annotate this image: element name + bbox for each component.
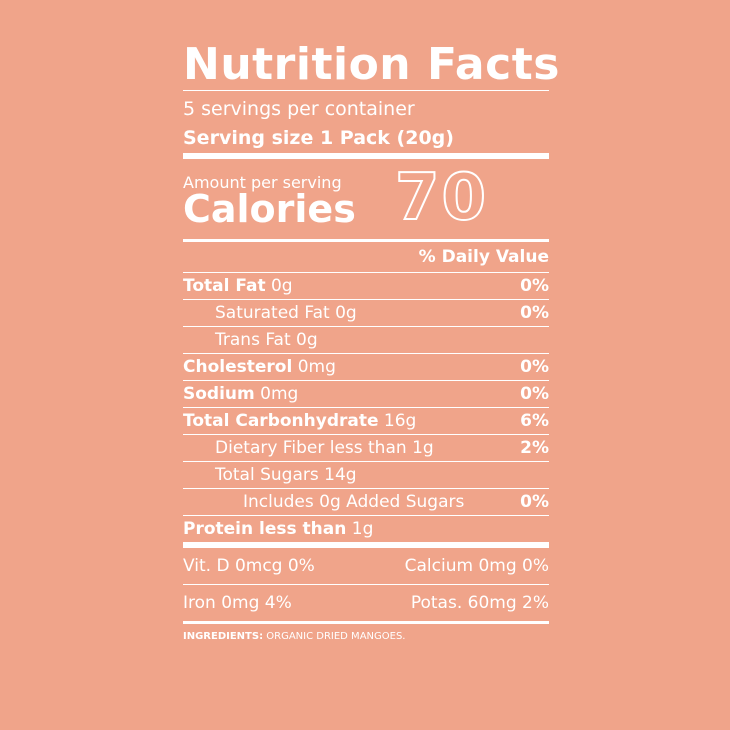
nutrient-dv: 0%	[520, 276, 549, 296]
calories-value: 70	[394, 160, 489, 236]
serving-size: Serving size 1 Pack (20g)	[183, 127, 454, 149]
daily-value-header: % Daily Value	[418, 247, 549, 267]
calcium: Calcium 0mg 0%	[404, 556, 549, 576]
thick-divider	[183, 153, 549, 159]
nutrient-amount: 14g	[324, 465, 357, 485]
ingredients: INGREDIENTS: ORGANIC DRIED MANGOES.	[183, 626, 549, 648]
nutrient-name: Total Carbonhydrate	[183, 411, 379, 431]
nutrient-amount: 0g	[335, 303, 357, 323]
nutrient-dv: 0%	[520, 492, 549, 512]
nutrient-amount: 0g	[296, 330, 318, 350]
iron: Iron 0mg 4%	[183, 593, 292, 613]
potassium: Potas. 60mg 2%	[410, 593, 549, 613]
ingredients-label: INGREDIENTS:	[183, 631, 264, 642]
nutrient-row: Trans Fat 0g	[183, 326, 549, 353]
nutrient-name: Cholesterol	[183, 357, 293, 377]
nutrient-row: Total Carbonhydrate 16g 6%	[183, 407, 549, 434]
ingredients-text: ORGANIC DRIED MANGOES.	[266, 631, 406, 642]
nutrient-row: Saturated Fat 0g 0%	[183, 299, 549, 326]
nutrient-name: Protein less than	[183, 519, 347, 539]
medium-divider	[183, 239, 549, 242]
nutrient-name: Includes 0g Added Sugars	[243, 492, 465, 512]
thick-divider	[183, 542, 549, 548]
calories-label: Calories	[183, 187, 356, 231]
label-title: Nutrition Facts	[183, 39, 560, 90]
nutrient-amount: 1g	[412, 438, 434, 458]
nutrient-row: Cholesterol 0mg 0%	[183, 353, 549, 380]
calories-block: Amount per serving Calories 70	[183, 159, 549, 239]
nutrient-dv: 6%	[520, 411, 549, 431]
servings-per-container: 5 servings per container	[183, 98, 415, 120]
nutrient-dv: 0%	[520, 303, 549, 323]
nutrient-name: Sodium	[183, 384, 255, 404]
amount-per-serving: Amount per serving	[183, 173, 342, 192]
nutrient-dv: 2%	[520, 438, 549, 458]
nutrient-amount: 1g	[351, 519, 374, 539]
nutrient-name: Trans Fat	[215, 330, 291, 350]
nutrient-row: Protein less than 1g	[183, 515, 549, 542]
nutrient-row: Sodium 0mg 0%	[183, 380, 549, 407]
nutrient-row: Dietary Fiber less than 1g 2%	[183, 434, 549, 461]
nutrient-amount: 16g	[383, 411, 417, 431]
nutrient-name: Total Sugars	[215, 465, 319, 485]
vitamin-row: Vit. D 0mcg 0% Calcium 0mg 0%	[183, 548, 549, 584]
vitamin-row: Iron 0mg 4% Potas. 60mg 2%	[183, 585, 549, 621]
nutrient-dv: 0%	[520, 384, 549, 404]
divider	[183, 584, 549, 585]
vitamin-d: Vit. D 0mcg 0%	[183, 556, 315, 576]
nutrient-name: Total Fat	[183, 276, 266, 296]
nutrient-amount: 0g	[270, 276, 293, 296]
nutrient-row: Total Sugars 14g	[183, 461, 549, 488]
nutrient-name: Saturated Fat	[215, 303, 330, 323]
nutrient-row: Includes 0g Added Sugars 0%	[183, 488, 549, 515]
nutrient-dv: 0%	[520, 357, 549, 377]
nutrient-name: Dietary Fiber less than	[215, 438, 407, 458]
medium-divider	[183, 621, 549, 624]
nutrient-amount: 0mg	[297, 357, 336, 377]
nutrition-facts-label: Nutrition Facts 5 servings per container…	[183, 39, 560, 648]
divider	[183, 90, 549, 91]
nutrient-row: Total Fat 0g 0%	[183, 272, 549, 299]
nutrient-amount: 0mg	[260, 384, 299, 404]
